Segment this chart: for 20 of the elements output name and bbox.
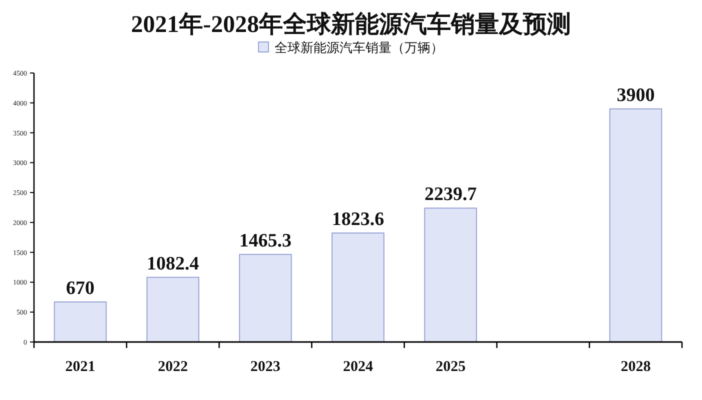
legend: 全球新能源汽车销量（万辆） <box>258 40 444 55</box>
x-tick-label: 2025 <box>436 359 466 375</box>
x-tick-label: 2024 <box>343 359 374 375</box>
data-label: 1823.6 <box>332 208 384 230</box>
data-label: 670 <box>66 278 95 299</box>
bar <box>54 301 107 342</box>
data-label: 1082.4 <box>146 253 200 274</box>
bar <box>424 208 477 342</box>
x-tick-label: 2022 <box>158 359 188 375</box>
bar <box>609 108 662 342</box>
bar <box>239 254 292 342</box>
x-tick-label: 2028 <box>620 359 651 375</box>
data-label: 2239.7 <box>424 184 478 206</box>
bar <box>332 232 384 342</box>
x-tick-label: 2023 <box>250 359 280 375</box>
data-label: 1465.3 <box>239 230 292 252</box>
data-label: 3900 <box>616 84 655 106</box>
bar <box>146 276 200 342</box>
chart-title: 2021年-2028年全球新能源汽车销量及预测 <box>131 11 571 38</box>
x-tick-label: 2021 <box>65 359 96 375</box>
